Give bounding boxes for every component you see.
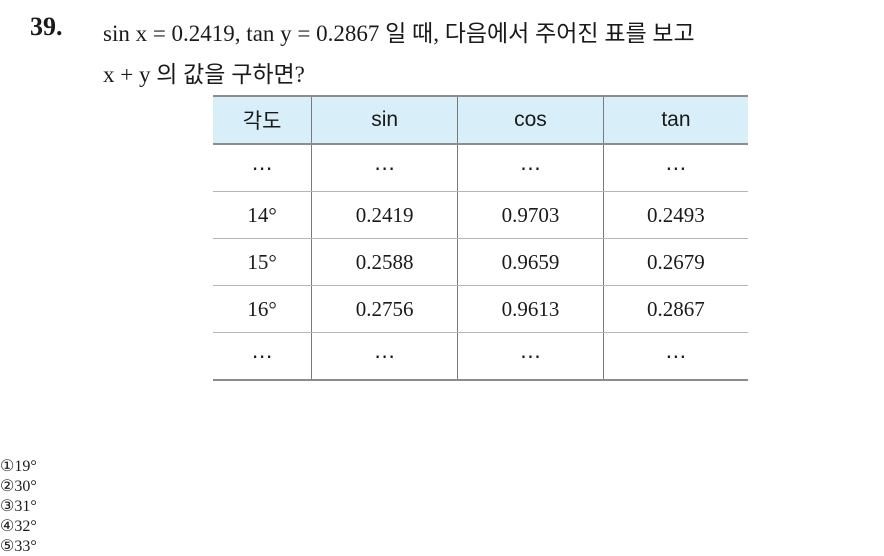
choice: ⑤33°	[0, 536, 884, 556]
trig-table: 각도 sin cos tan ⋯ ⋯ ⋯ ⋯ 14° 0.2419 0.9703 0.2493 15° 0…	[213, 95, 748, 381]
choice: ①19°	[0, 456, 884, 476]
choice-text: 19°	[14, 458, 37, 475]
table-row: 16° 0.2756 0.9613 0.2867	[213, 285, 748, 333]
choice-marker: ③	[0, 498, 15, 515]
table-cell: 0.9613	[457, 285, 604, 333]
page: {"problem": {"number": "39.", "question"…	[0, 12, 884, 555]
header-row: 각도 sin cos tan	[213, 95, 748, 145]
choice: ②30°	[0, 476, 884, 496]
choice-marker: ②	[0, 478, 15, 495]
table-cell: 16°	[213, 285, 312, 333]
table-row: 14° 0.2419 0.9703 0.2493	[213, 191, 748, 239]
table-cell: ⋯	[311, 144, 458, 192]
table-cell: ⋯	[311, 332, 458, 381]
question-line: sin x = 0.2419, tan y = 0.2867 일 때, 다음에서…	[103, 21, 695, 46]
table-cell: 0.2588	[311, 238, 458, 286]
choice: ③31°	[0, 496, 884, 516]
table-cell: ⋯	[602, 144, 748, 192]
table-cell: ⋯	[457, 144, 604, 192]
choice-marker: ①	[0, 458, 15, 475]
table-cell: 15°	[213, 238, 312, 286]
table-cell: 0.2756	[311, 285, 458, 333]
choice-text: 31°	[14, 498, 37, 515]
choice-marker: ⑤	[0, 538, 15, 555]
table-cell: ⋯	[602, 332, 748, 381]
table-row: ⋯ ⋯ ⋯ ⋯	[213, 332, 748, 381]
choice-text: 32°	[14, 518, 37, 535]
table-body: ⋯ ⋯ ⋯ ⋯ 14° 0.2419 0.9703 0.2493 15° 0.2588 0.9659…	[213, 144, 748, 381]
choice-marker: ④	[0, 518, 15, 535]
table-cell: 14°	[213, 191, 312, 239]
table-cell: ⋯	[213, 332, 312, 381]
table-cell: ⋯	[213, 144, 312, 192]
table-cell: 0.2419	[311, 191, 458, 239]
table-cell: 0.2679	[602, 238, 748, 286]
table-cell: ⋯	[457, 332, 604, 381]
problem-number: 39.	[30, 12, 63, 41]
table-row: 15° 0.2588 0.9659 0.2679	[213, 238, 748, 286]
choice: ④32°	[0, 516, 884, 536]
table-cell: 0.2867	[602, 285, 748, 333]
table-cell: 0.2493	[602, 191, 748, 239]
table-cell: 0.9703	[457, 191, 604, 239]
table-cell: 0.9659	[457, 238, 604, 286]
header-cell: cos	[457, 95, 604, 145]
table-row: ⋯ ⋯ ⋯ ⋯	[213, 144, 748, 192]
choice-text: 30°	[14, 478, 37, 495]
choice-text: 33°	[14, 538, 37, 555]
choices: ①19° ②30° ③31° ④32° ⑤33°	[0, 456, 884, 555]
header-cell: 각도	[213, 95, 312, 145]
header-cell: tan	[602, 95, 748, 145]
question-line: x + y 의 값을 구하면?	[103, 62, 305, 87]
header-cell: sin	[311, 95, 458, 145]
